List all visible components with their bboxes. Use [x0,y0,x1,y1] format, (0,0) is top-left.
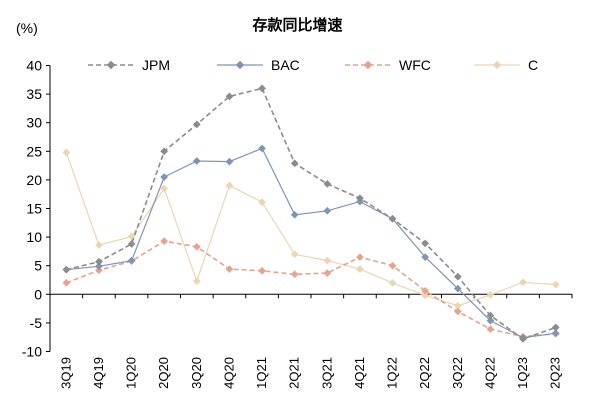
legend-swatch-marker [492,60,502,70]
data-point-bac [192,157,201,165]
data-point-bac [94,262,103,271]
data-point-jpm [258,84,267,93]
series-line-wfc [66,240,556,338]
data-point-bac [160,173,169,181]
data-point-wfc [225,265,234,274]
data-point-wfc [94,266,103,275]
x-tick-label: 2Q21 [287,357,302,389]
data-point-wfc [160,237,169,246]
data-point-jpm [323,179,332,188]
data-point-jpm [551,323,560,332]
data-point-bac [127,256,136,265]
legend-label: WFC [399,57,431,73]
data-point-bac [323,206,332,215]
x-tick-label: 3Q19 [58,357,73,389]
data-point-wfc [388,261,397,270]
data-point-jpm [355,194,364,203]
legend-label: JPM [142,57,170,73]
data-point-jpm [160,147,169,156]
data-point-wfc [290,270,299,279]
y-tick-label: 10 [26,229,42,245]
data-point-jpm [453,272,462,281]
x-tick-label: 4Q20 [221,357,236,389]
data-point-c [486,290,495,299]
data-point-jpm [192,120,201,129]
x-tick-label: 1Q23 [515,357,530,389]
data-point-jpm [225,92,234,101]
legend-swatch-marker [106,60,116,70]
data-point-wfc [453,307,462,316]
data-point-bac [551,329,560,338]
y-unit-label: (%) [16,20,38,36]
data-point-jpm [290,159,299,168]
x-tick-label: 3Q21 [319,357,334,389]
y-tick-label: 20 [26,172,42,188]
legend-swatch-marker [363,60,373,70]
data-point-c [388,278,397,287]
x-tick-label: 4Q21 [352,357,367,389]
data-point-jpm [62,265,71,274]
x-tick-label: 3Q22 [450,357,465,389]
x-tick-label: 4Q19 [91,357,106,389]
data-point-jpm [421,239,430,248]
data-point-c [225,181,234,190]
data-point-jpm [94,257,103,266]
data-point-bac [486,316,495,325]
data-point-c [421,291,430,300]
x-tick-label: 1Q21 [254,357,269,389]
data-point-jpm [486,311,495,320]
data-point-bac [421,253,430,262]
y-tick-label: 40 [26,58,42,74]
data-point-jpm [127,240,136,248]
data-point-bac [453,284,462,293]
data-point-c [160,184,169,193]
y-tick-label: -5 [30,315,43,331]
data-point-c [258,198,267,207]
data-point-jpm [519,334,528,343]
x-tick-label: 4Q22 [482,357,497,389]
data-point-wfc [192,242,201,251]
data-point-wfc [258,266,267,275]
data-point-c [551,280,560,289]
data-point-c [94,241,103,250]
x-tick-label: 2Q22 [417,357,432,389]
y-tick-label: 15 [26,201,42,217]
y-tick-label: 0 [34,286,42,302]
x-tick-label: 1Q20 [124,357,139,389]
data-point-wfc [355,253,364,262]
x-tick-label: 2Q23 [548,357,563,389]
y-tick-label: 25 [26,143,42,159]
x-tick-label: 1Q22 [385,357,400,389]
series-line-c [65,152,556,307]
legend-label: BAC [271,57,300,73]
data-point-c [62,148,71,157]
data-point-c [355,265,364,274]
y-tick-label: 35 [26,86,42,102]
series-line-bac [66,147,556,339]
chart-title: 存款同比增速 [252,16,343,34]
data-point-c [192,277,201,286]
series-line-jpm [66,87,556,340]
data-point-wfc [323,269,332,278]
data-point-c [323,256,332,265]
x-tick-label: 3Q20 [189,357,204,389]
data-point-c [290,250,299,259]
data-point-wfc [486,325,495,334]
data-point-bac [225,157,234,166]
data-point-wfc [62,278,71,287]
legend-label: C [528,57,538,73]
data-point-c [519,278,528,287]
data-point-bac [258,144,267,153]
data-point-jpm [388,214,397,223]
data-point-wfc [421,286,430,295]
y-tick-label: 30 [26,115,42,131]
y-tick-label: -10 [22,344,42,360]
x-tick-label: 2Q20 [156,357,171,389]
legend-swatch-marker [235,60,245,70]
data-point-bac [290,210,299,219]
y-tick-label: 5 [34,258,42,274]
